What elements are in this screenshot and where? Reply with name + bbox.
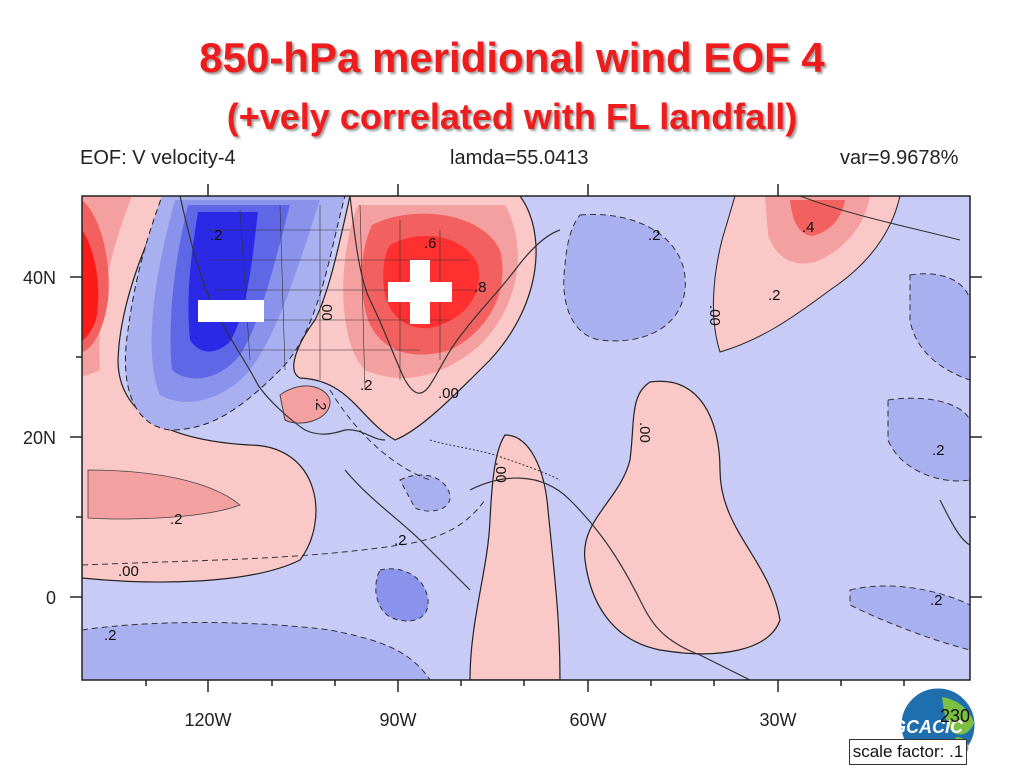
minus-symbol xyxy=(198,300,264,322)
contour-line xyxy=(82,499,486,566)
contour-label: .2 xyxy=(932,442,945,459)
variance-value: var=9.9678% xyxy=(840,147,959,169)
slide-subtitle: (+vely correlated with FL landfall) xyxy=(226,96,798,137)
lamda-value: lamda=55.0413 xyxy=(450,147,589,169)
contour-label: .00 xyxy=(438,385,459,402)
lon-label: 60W xyxy=(569,710,606,730)
contour-label: .8 xyxy=(474,279,487,296)
lat-label: 40N xyxy=(23,268,56,288)
coastline xyxy=(179,196,386,441)
scale-factor: scale factor: .1 xyxy=(849,739,967,765)
eof-label: EOF: V velocity-4 xyxy=(80,147,236,169)
positive-region xyxy=(82,230,99,340)
contour-label: .00 xyxy=(118,563,139,580)
positive-region xyxy=(712,196,901,353)
page-number: 230 xyxy=(940,706,971,726)
negative-region xyxy=(82,622,431,680)
state-boundaries xyxy=(205,204,480,391)
negative-region xyxy=(375,568,429,622)
coastline xyxy=(429,439,561,481)
contour-label: .2 xyxy=(930,592,943,609)
logo-text: GCACIC xyxy=(892,717,964,737)
slide-title: 850-hPa meridional wind EOF 4 xyxy=(199,34,825,81)
contour-label: .6 xyxy=(424,235,437,252)
contour-label: .2 xyxy=(394,532,407,549)
contour-line xyxy=(329,389,431,481)
contour-label: .2 xyxy=(210,227,223,244)
coastline xyxy=(344,469,471,591)
contour-label: .4 xyxy=(802,219,815,236)
contour-label: .00 xyxy=(706,305,723,326)
positive-region xyxy=(87,469,241,520)
lon-label: 90W xyxy=(379,710,416,730)
coastline xyxy=(799,196,961,241)
map-frame xyxy=(81,195,971,681)
plus-symbol xyxy=(410,260,430,324)
coastline xyxy=(939,499,970,546)
contour-labels: .2 .6 .4 .2 .00 .2 .00 .8 .2 .00 .00 .00… xyxy=(104,219,945,644)
contour-label: .00 xyxy=(492,462,509,483)
negative-region xyxy=(849,585,970,651)
lat-label: 20N xyxy=(23,428,56,448)
contour-label: .2 xyxy=(648,227,661,244)
lon-label: 30W xyxy=(759,710,796,730)
map-field xyxy=(82,196,970,680)
coastline xyxy=(349,196,561,394)
contour-label: .00 xyxy=(318,300,335,321)
negative-region xyxy=(887,397,970,482)
lat-label: 0 xyxy=(46,588,56,608)
contour-label: .2 xyxy=(170,511,183,528)
positive-region xyxy=(584,380,781,655)
positive-region xyxy=(790,200,845,236)
contour-label: .2 xyxy=(104,627,117,644)
axis-ticks xyxy=(70,184,982,692)
contour-label: .2 xyxy=(312,398,329,411)
coastline xyxy=(469,477,751,680)
contour-label: .00 xyxy=(636,422,653,443)
contour-label: .2 xyxy=(768,287,781,304)
lon-label: 120W xyxy=(184,710,231,730)
contour-label: .2 xyxy=(360,377,373,394)
negative-region xyxy=(563,213,686,342)
